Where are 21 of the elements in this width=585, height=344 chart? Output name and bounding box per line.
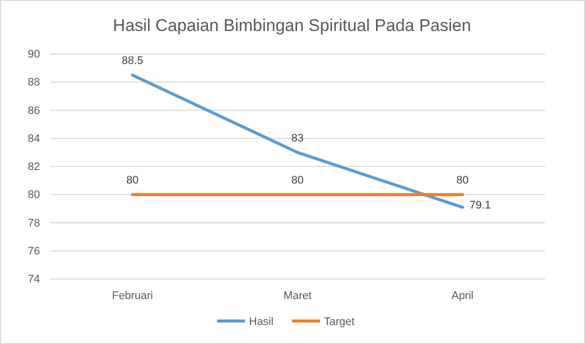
y-tick-label: 74 [28, 274, 40, 286]
data-label: 83 [291, 132, 304, 144]
data-label: 80 [126, 174, 139, 187]
x-tick-label: Februari [112, 290, 153, 302]
legend-label: Hasil [249, 316, 274, 328]
data-label: 80 [456, 174, 469, 187]
chart-title: Hasil Capaian Bimbingan Spiritual Pada Pasien [112, 16, 472, 35]
data-label: 79.1 [470, 199, 491, 212]
x-tick-label: Maret [283, 290, 312, 302]
y-tick-label: 82 [28, 161, 40, 174]
y-tick-label: 84 [28, 132, 40, 145]
y-tick-label: 80 [28, 189, 40, 202]
x-tick-label: April [451, 290, 474, 302]
data-label: 88.5 [122, 55, 144, 68]
y-tick-label: 90 [28, 48, 40, 61]
y-tick-label: 86 [28, 104, 40, 117]
y-tick-label: 88 [28, 76, 40, 89]
y-tick-label: 76 [28, 245, 40, 258]
data-label: 80 [291, 174, 304, 187]
y-tick-label: 78 [28, 217, 40, 230]
legend-label: Target [324, 316, 355, 328]
